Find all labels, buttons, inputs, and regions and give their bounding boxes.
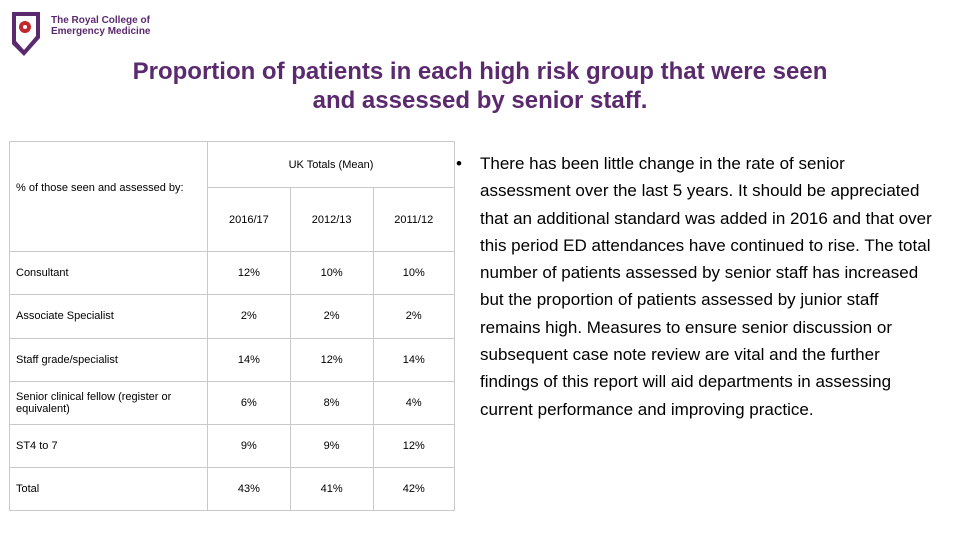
row-label: Consultant <box>9 251 208 296</box>
table-cell: 10% <box>289 251 374 296</box>
table-row: Consultant 12% 10% 10% <box>9 251 455 296</box>
logo-wordmark: The Royal College of Emergency Medicine <box>51 15 150 37</box>
row-label: Total <box>9 466 208 512</box>
row-header-cell: % of those seen and assessed by: <box>9 140 208 253</box>
table-cell: 43% <box>207 466 291 512</box>
bullet-text: There has been little change in the rate… <box>480 154 932 419</box>
table-cell: 12% <box>289 337 374 382</box>
column-header: 2011/12 <box>372 187 455 253</box>
table-cell: 8% <box>289 380 374 425</box>
title-line-2: and assessed by senior staff. <box>312 87 648 114</box>
table-cell: 42% <box>372 466 455 512</box>
row-label: ST4 to 7 <box>9 423 208 468</box>
table-cell: 4% <box>372 380 455 425</box>
logo-line-1: The Royal College of <box>51 15 150 26</box>
senior-assessment-table: % of those seen and assessed by: UK Tota… <box>9 140 455 512</box>
title-line-1: Proportion of patients in each high risk… <box>132 58 828 85</box>
table-row: Staff grade/specialist 14% 12% 14% <box>9 337 455 382</box>
crest-icon <box>12 12 40 56</box>
table-cell: 12% <box>372 423 455 468</box>
column-header: 2012/13 <box>289 187 374 253</box>
table-cell: 2% <box>372 294 455 339</box>
college-logo: The Royal College of Emergency Medicine <box>10 10 210 60</box>
table-cell: 9% <box>289 423 374 468</box>
table-cell: 41% <box>289 466 374 512</box>
table-cell: 9% <box>207 423 291 468</box>
logo-line-2: Emergency Medicine <box>51 26 151 37</box>
table-cell: 6% <box>207 380 291 425</box>
table-cell: 10% <box>372 251 455 296</box>
group-header: UK Totals (Mean) <box>207 140 455 189</box>
row-label: Associate Specialist <box>9 294 208 339</box>
column-header: 2016/17 <box>207 187 291 253</box>
list-item: • There has been little change in the ra… <box>456 150 936 423</box>
page-title: Proportion of patients in each high risk… <box>60 57 900 115</box>
bullet-icon: • <box>456 154 462 173</box>
table-row: ST4 to 7 9% 9% 12% <box>9 423 455 468</box>
table-row: Senior clinical fellow (register or equi… <box>9 380 455 425</box>
table-cell: 2% <box>289 294 374 339</box>
table-row: Associate Specialist 2% 2% 2% <box>9 294 455 339</box>
table-cell: 12% <box>207 251 291 296</box>
table-cell: 14% <box>372 337 455 382</box>
commentary-list: • There has been little change in the ra… <box>456 150 936 423</box>
row-label: Senior clinical fellow (register or equi… <box>9 380 208 425</box>
table-row-total: Total 43% 41% 42% <box>9 466 455 512</box>
table-cell: 14% <box>207 337 291 382</box>
row-label: Staff grade/specialist <box>9 337 208 382</box>
table-cell: 2% <box>207 294 291 339</box>
